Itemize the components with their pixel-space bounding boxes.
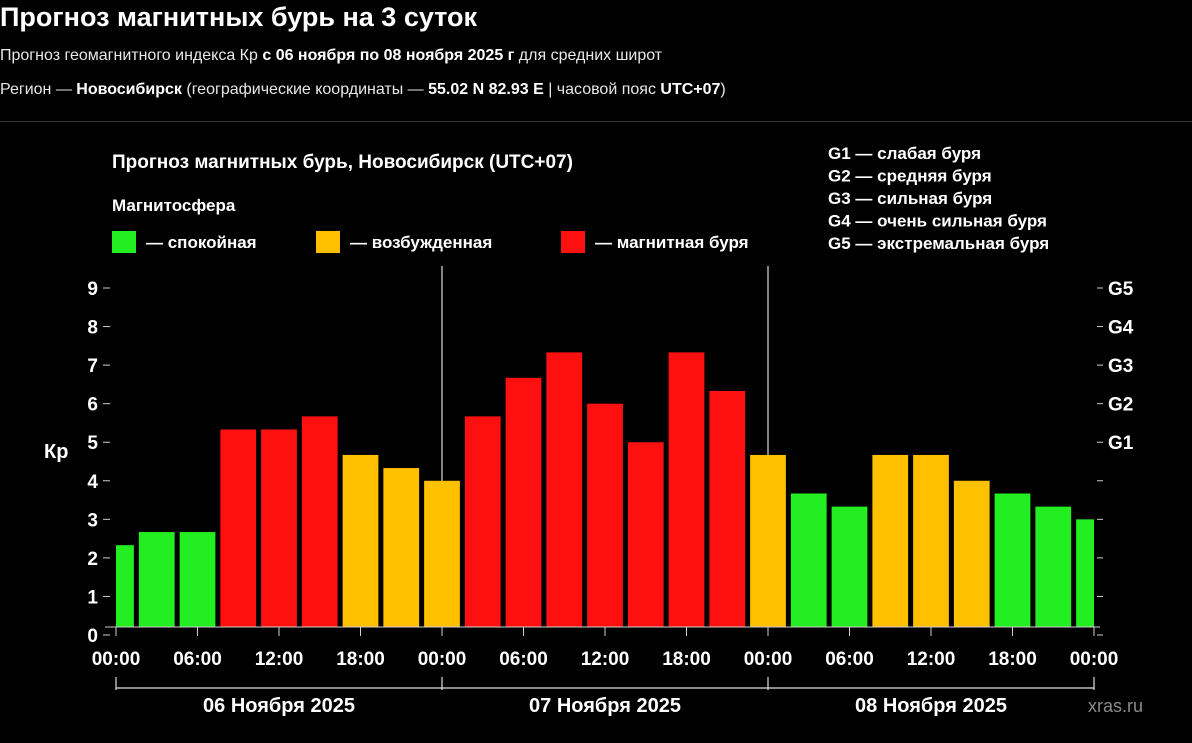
- kp-bar: [913, 454, 949, 627]
- y-tick-label: 2: [87, 549, 98, 570]
- storm-scale-legend: G1 — слабая буря G2 — средняя буря G3 — си…: [828, 144, 1049, 253]
- y-tick-label: 1: [87, 587, 98, 608]
- y-tick-label: 8: [87, 318, 98, 339]
- watermark: xras.ru: [1088, 696, 1143, 716]
- legend: — спокойная — возбужденная — магнитная бур…: [112, 231, 749, 253]
- kp-bar: [424, 480, 460, 627]
- kp-bar: [790, 493, 827, 627]
- storm-scale-item: G2 — средняя буря: [828, 167, 992, 186]
- x-tick-label: 18:00: [336, 649, 385, 670]
- x-tick-label: 06:00: [173, 649, 222, 670]
- x-tick-label: 00:00: [744, 649, 793, 670]
- right-tick-label: G1: [1108, 433, 1134, 454]
- kp-bar: [546, 352, 583, 627]
- storm-scale-item: G1 — слабая буря: [828, 144, 981, 163]
- y-tick-label: 0: [87, 626, 98, 647]
- legend-swatch: [561, 231, 585, 253]
- x-tick-label: 06:00: [499, 649, 548, 670]
- kp-bar: [750, 454, 786, 627]
- storm-scale-item: G4 — очень сильная буря: [828, 212, 1047, 231]
- chart-title: Прогноз магнитных бурь, Новосибирск (UTC…: [112, 152, 573, 173]
- legend-swatch: [112, 231, 136, 253]
- right-tick-label: G5: [1108, 279, 1134, 300]
- y-tick-label: 7: [87, 356, 98, 377]
- right-tick-label: G3: [1108, 356, 1133, 377]
- y-tick-label: 6: [87, 395, 98, 416]
- legend-swatch: [316, 231, 340, 253]
- y-tick-label: 9: [87, 279, 98, 300]
- kp-bar: [709, 390, 746, 627]
- day-label: 07 Ноября 2025: [529, 695, 681, 717]
- kp-bar: [179, 532, 216, 627]
- kp-bar: [587, 403, 623, 627]
- x-tick-label: 00:00: [1070, 649, 1119, 670]
- kp-bar: [668, 352, 705, 627]
- x-tick-label: 12:00: [255, 649, 304, 670]
- kp-bar: [505, 377, 542, 627]
- y-tick-label: 5: [87, 433, 98, 454]
- right-tick-label: G4: [1108, 318, 1134, 339]
- storm-scale-item: G5 — экстремальная буря: [828, 234, 1049, 253]
- kp-bar: [872, 454, 909, 627]
- kp-bar: [1076, 519, 1094, 627]
- kp-bar: [116, 545, 134, 627]
- kp-bar: [464, 416, 501, 627]
- y-tick-label: 3: [87, 510, 98, 531]
- region-subtitle: Регион — Новосибирск (географические коо…: [0, 81, 726, 98]
- x-tick-label: 18:00: [988, 649, 1037, 670]
- x-tick-label: 00:00: [418, 649, 467, 670]
- kp-bar: [994, 493, 1031, 627]
- axes: 0 1 2 3 4 5 6 7 8 9 G1 G2 G3 G4 G5 00:00 06:00 12:00 18:00…: [87, 279, 1133, 717]
- kp-bar: [301, 416, 338, 627]
- bars: [116, 352, 1094, 627]
- x-tick-label: 12:00: [581, 649, 630, 670]
- legend-label: — магнитная буря: [595, 233, 749, 252]
- x-tick-label: 12:00: [907, 649, 956, 670]
- kp-bar: [627, 442, 664, 627]
- kp-bar: [383, 468, 420, 627]
- right-tick-label: G2: [1108, 395, 1133, 416]
- kp-bar: [138, 532, 175, 627]
- header-divider: [0, 121, 1192, 122]
- day-label: 08 Ноября 2025: [855, 695, 1007, 717]
- storm-scale-item: G3 — сильная буря: [828, 189, 992, 208]
- y-tick-label: 4: [87, 472, 98, 493]
- x-tick-label: 00:00: [92, 649, 141, 670]
- x-tick-label: 06:00: [825, 649, 874, 670]
- kp-bar: [220, 429, 257, 627]
- legend-label: — спокойная: [146, 233, 257, 252]
- day-label: 06 Ноября 2025: [203, 695, 355, 717]
- kp-bar: [342, 454, 379, 627]
- kp-bar: [953, 480, 990, 627]
- kp-bar: [831, 506, 868, 627]
- page-title: Прогноз магнитных бурь на 3 суток: [0, 2, 478, 32]
- kp-bar: [261, 429, 297, 627]
- y-axis-label: Кр: [44, 441, 68, 463]
- legend-title: Магнитосфера: [112, 196, 236, 215]
- forecast-subtitle: Прогноз геомагнитного индекса Кр с 06 но…: [0, 47, 663, 64]
- kp-bar: [1035, 506, 1072, 627]
- legend-label: — возбужденная: [350, 233, 492, 252]
- x-tick-label: 18:00: [662, 649, 711, 670]
